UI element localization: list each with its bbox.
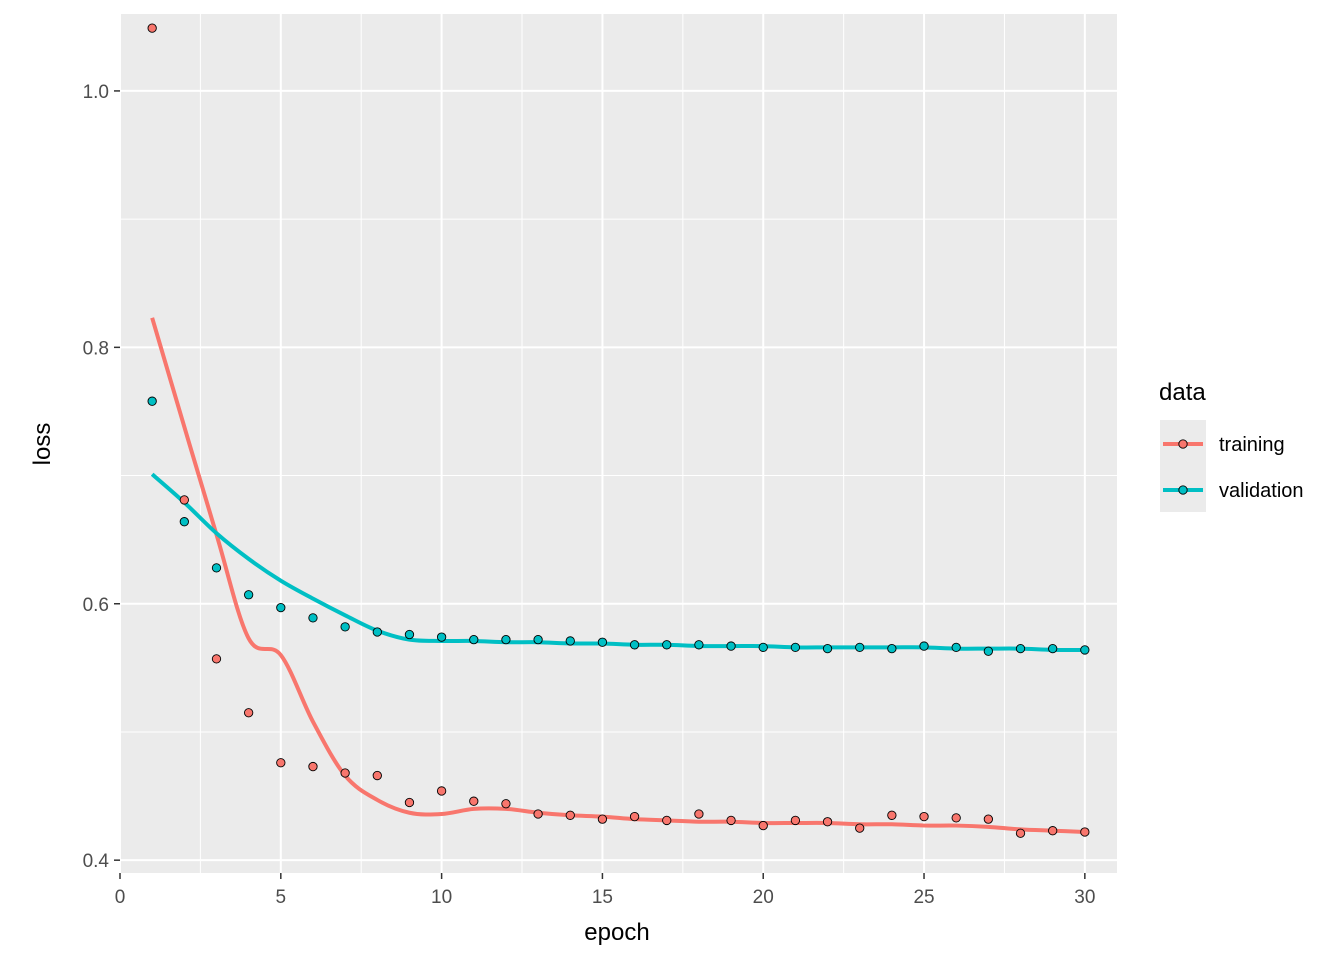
training-point <box>726 815 736 826</box>
x-tick-label: 0 <box>115 887 126 908</box>
validation-point <box>533 635 543 645</box>
legend-key-background <box>1160 420 1206 512</box>
y-tick-label: 0.6 <box>83 595 109 616</box>
validation-point <box>372 627 382 637</box>
training-point <box>1080 827 1090 837</box>
training-point <box>629 811 640 822</box>
validation-point <box>726 641 736 651</box>
training-point <box>533 809 543 819</box>
training-point <box>983 814 994 824</box>
training-point <box>887 810 897 820</box>
training-legend-label: training <box>1219 434 1285 456</box>
training-point <box>436 786 447 796</box>
training-point <box>179 495 189 505</box>
training-point <box>1048 826 1058 836</box>
validation-point <box>662 640 672 650</box>
training-point <box>340 768 350 778</box>
training-point <box>1015 828 1026 838</box>
y-tick-label: 1.0 <box>83 82 109 103</box>
x-tick-label: 25 <box>913 887 934 908</box>
training-point <box>147 23 157 33</box>
training-point <box>597 814 608 824</box>
training-point <box>211 654 222 664</box>
data-points <box>147 23 1090 838</box>
x-axis: 0 5 10 15 20 25 30 <box>115 873 1095 908</box>
training-point <box>308 761 318 772</box>
validation-point <box>694 640 704 650</box>
training-point <box>243 708 254 718</box>
validation-point <box>308 613 318 623</box>
validation-legend-label: validation <box>1219 480 1304 502</box>
training-point <box>822 817 833 827</box>
validation-point <box>1080 645 1090 655</box>
training-point <box>790 815 801 826</box>
validation-point <box>436 632 447 642</box>
validation-point <box>790 642 801 653</box>
training-point <box>276 758 286 768</box>
validation-point <box>211 563 222 573</box>
training-legend-point <box>1178 439 1188 449</box>
training-point <box>501 799 511 809</box>
validation-legend-point <box>1178 485 1188 495</box>
validation-point <box>855 642 865 653</box>
y-axis: 0.4 0.6 0.8 1.0 <box>83 82 120 872</box>
x-tick-label: 20 <box>753 887 774 908</box>
validation-point <box>983 646 994 656</box>
minor-gridlines <box>120 14 1117 873</box>
legend: data training validation <box>1159 379 1304 512</box>
validation-point <box>243 590 254 600</box>
y-tick-label: 0.8 <box>83 338 109 359</box>
legend-title: data <box>1159 379 1206 406</box>
training-point <box>758 820 768 831</box>
major-gridlines <box>119 14 1117 873</box>
y-axis-title: loss <box>29 423 56 466</box>
validation-point <box>179 517 189 527</box>
validation-point <box>469 635 479 645</box>
training-point <box>469 796 479 806</box>
training-point <box>372 770 382 781</box>
validation-point <box>629 640 640 650</box>
y-tick-label: 0.4 <box>83 851 110 872</box>
training-point <box>919 811 929 822</box>
training-point <box>951 813 961 823</box>
validation-point <box>276 602 286 613</box>
validation-point <box>1015 643 1026 654</box>
training-point <box>565 810 575 820</box>
validation-point <box>501 635 511 645</box>
x-tick-label: 10 <box>431 887 452 908</box>
training-point <box>404 797 415 808</box>
x-tick-label: 30 <box>1074 887 1095 908</box>
plot-panel <box>120 14 1117 873</box>
validation-point <box>758 642 768 653</box>
validation-point <box>147 396 157 406</box>
validation-point <box>919 641 929 651</box>
validation-point <box>1048 643 1058 654</box>
x-tick-label: 5 <box>276 887 287 908</box>
training-point <box>855 823 865 833</box>
x-tick-label: 15 <box>592 887 613 908</box>
validation-point <box>404 629 415 640</box>
training-point <box>662 815 672 826</box>
validation-point <box>951 642 961 653</box>
validation-point <box>597 637 608 647</box>
training-point <box>694 809 704 819</box>
validation-point <box>887 643 897 654</box>
validation-point <box>565 636 575 646</box>
x-axis-title: epoch <box>584 919 649 946</box>
validation-point <box>822 643 833 654</box>
validation-point <box>340 622 350 632</box>
